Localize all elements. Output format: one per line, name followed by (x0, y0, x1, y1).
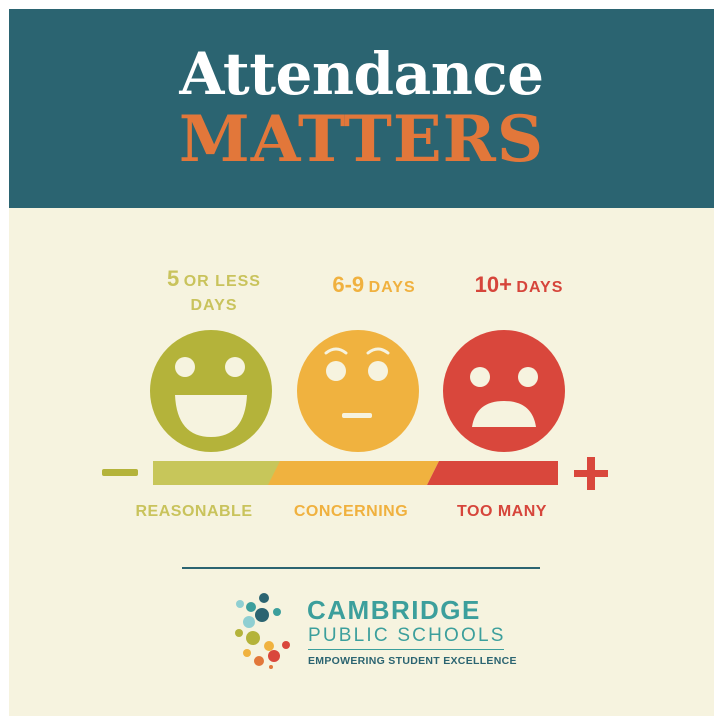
level-2-days-label: 6-9 DAYS (294, 271, 454, 302)
level-3-days-text: DAYS (516, 279, 564, 296)
level-3-days-number: 10+ (474, 272, 512, 297)
logo-separator (308, 649, 504, 650)
logo-name: CAMBRIDGE (307, 595, 481, 625)
scale-segment-too-many (427, 461, 558, 485)
logo-subname: PUBLIC SCHOOLS (308, 625, 506, 646)
logo-tagline: EMPOWERING STUDENT EXCELLENCE (308, 655, 517, 667)
category-reasonable: REASONABLE (135, 503, 253, 520)
minus-icon (102, 469, 138, 476)
category-concerning: CONCERNING (293, 503, 409, 520)
level-2-days-text: DAYS (368, 279, 416, 296)
level-2-days-number: 6-9 (332, 272, 365, 297)
category-too-many: TOO MANY (457, 503, 547, 520)
level-1-days-label: 5 OR LESS DAYS (129, 267, 299, 318)
level-1-days-text-2: DAYS (190, 297, 238, 314)
attendance-card: Attendance MATTERS 5 OR LESS DAYS 6-9 DA… (9, 9, 714, 716)
level-1-days-number: 5 (167, 266, 180, 291)
title-line-2: MATTERS (178, 102, 545, 177)
level-3-days-label: 10+ DAYS (434, 271, 604, 302)
attendance-scale-bar (102, 457, 608, 490)
smiling-face-icon (150, 330, 272, 452)
neutral-face-icon (297, 330, 419, 452)
dots-logo-icon (235, 593, 290, 669)
title-line-1: Attendance (179, 40, 544, 108)
divider-line (182, 567, 540, 569)
plus-icon (574, 457, 608, 490)
level-1-days-text: OR LESS (183, 273, 261, 290)
sad-face-icon (443, 330, 565, 452)
header-banner: Attendance MATTERS (9, 9, 714, 208)
scale-segment-concerning (268, 461, 439, 485)
scale-segment-reasonable (153, 461, 280, 485)
